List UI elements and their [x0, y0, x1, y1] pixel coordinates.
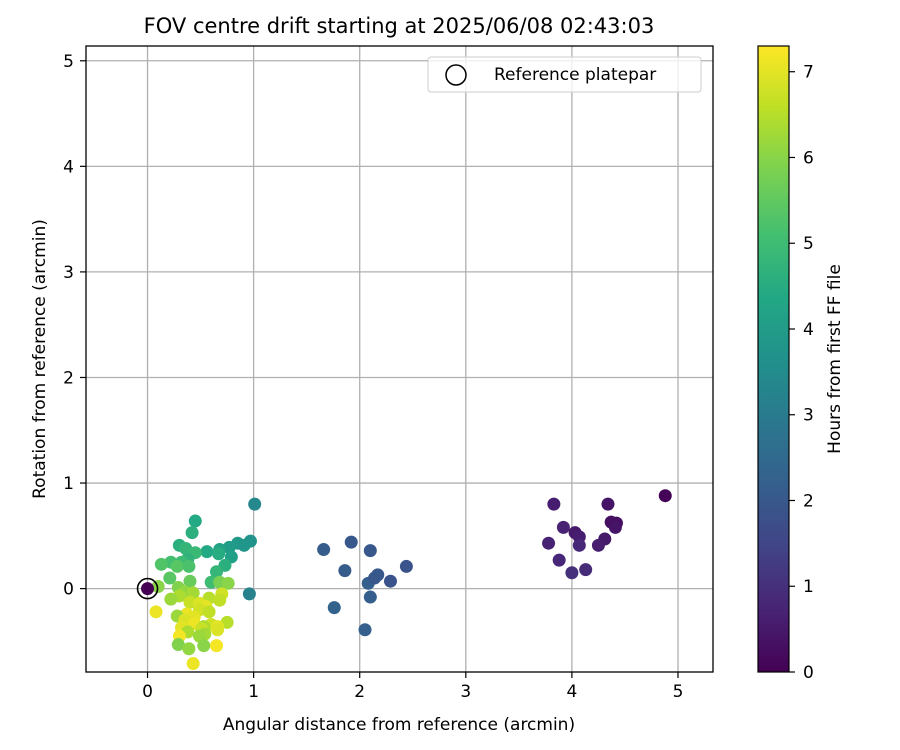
data-point — [188, 514, 202, 528]
data-point — [221, 576, 235, 590]
data-point — [183, 574, 197, 588]
data-point — [163, 571, 177, 585]
x-tick-label: 0 — [142, 682, 153, 702]
y-axis-ticks: 0 1 2 3 4 5 — [63, 52, 86, 600]
colorbar-tick-label: 4 — [803, 320, 814, 340]
data-point — [399, 559, 413, 573]
colorbar-label: Hours from first FF file — [825, 264, 845, 454]
x-axis-ticks: 0 1 2 3 4 5 — [142, 672, 683, 702]
data-point — [170, 559, 184, 573]
data-point — [171, 638, 185, 652]
colorbar-tick-label: 6 — [803, 148, 814, 168]
y-tick-label: 2 — [63, 368, 74, 388]
data-point — [572, 538, 586, 552]
reference-point-marker — [136, 577, 159, 600]
data-point — [209, 639, 223, 653]
data-point — [363, 544, 377, 558]
x-tick-label: 2 — [354, 682, 365, 702]
data-point — [202, 605, 216, 619]
y-tick-label: 1 — [63, 474, 74, 494]
data-point — [658, 489, 672, 503]
data-point — [608, 520, 622, 534]
data-point — [183, 595, 197, 609]
data-point — [317, 543, 331, 557]
data-point — [237, 538, 251, 552]
colorbar-tick-label: 1 — [803, 577, 814, 597]
legend: Reference platepar — [427, 56, 702, 93]
chart-title: FOV centre drift starting at 2025/06/08 … — [144, 14, 655, 38]
data-point — [151, 579, 165, 593]
data-point — [248, 497, 262, 511]
data-point — [344, 535, 358, 549]
y-tick-label: 5 — [63, 52, 74, 72]
colorbar-tick-label: 3 — [803, 406, 814, 426]
colorbar-tick-label: 2 — [803, 491, 814, 511]
x-tick-label: 4 — [566, 682, 577, 702]
y-tick-label: 3 — [63, 263, 74, 283]
data-point — [601, 497, 615, 511]
x-tick-label: 1 — [248, 682, 259, 702]
reference-marker-layer — [136, 577, 159, 600]
x-tick-label: 5 — [673, 682, 684, 702]
colorbar-tick-label: 5 — [803, 234, 814, 254]
y-tick-label: 4 — [63, 157, 74, 177]
colorbar-tick-label: 7 — [803, 63, 814, 83]
data-point — [182, 559, 196, 573]
data-point — [149, 605, 163, 619]
grid-lines — [86, 46, 713, 672]
colorbar-ticks: 0 1 2 3 4 5 6 7 — [789, 63, 814, 683]
data-points — [149, 489, 672, 671]
colorbar-tick-label: 0 — [803, 663, 814, 683]
data-point — [383, 574, 397, 588]
y-tick-label: 0 — [63, 580, 74, 600]
data-point — [200, 545, 214, 559]
data-point — [552, 553, 566, 567]
data-point — [368, 571, 382, 585]
legend-box — [427, 56, 702, 93]
data-point — [542, 536, 556, 550]
data-point — [363, 590, 377, 604]
data-point — [209, 565, 223, 579]
x-axis-label: Angular distance from reference (arcmin) — [223, 715, 575, 735]
data-point — [186, 657, 200, 671]
data-point — [327, 601, 341, 615]
data-point — [579, 563, 593, 577]
data-point — [591, 538, 605, 552]
data-point — [185, 526, 199, 540]
x-tick-label: 3 — [460, 682, 471, 702]
data-point — [182, 642, 196, 656]
data-point — [358, 623, 372, 637]
data-point — [242, 587, 256, 601]
data-point — [338, 564, 352, 578]
data-point — [212, 547, 226, 561]
y-axis-label: Rotation from reference (arcmin) — [30, 219, 50, 499]
data-point — [154, 557, 168, 571]
reference-point-fill — [141, 582, 155, 596]
legend-marker-icon — [445, 64, 467, 86]
plot-frame — [85, 45, 714, 673]
data-point — [556, 520, 570, 534]
colorbar-gradient — [757, 45, 790, 673]
data-point — [547, 497, 561, 511]
legend-label: Reference platepar — [494, 65, 656, 85]
colorbar: 0 1 2 3 4 5 6 7 Hours from first FF file — [757, 45, 845, 683]
data-point — [197, 639, 211, 653]
data-point — [164, 592, 178, 606]
data-point — [211, 623, 225, 637]
data-point — [213, 593, 227, 607]
data-point — [565, 566, 579, 580]
